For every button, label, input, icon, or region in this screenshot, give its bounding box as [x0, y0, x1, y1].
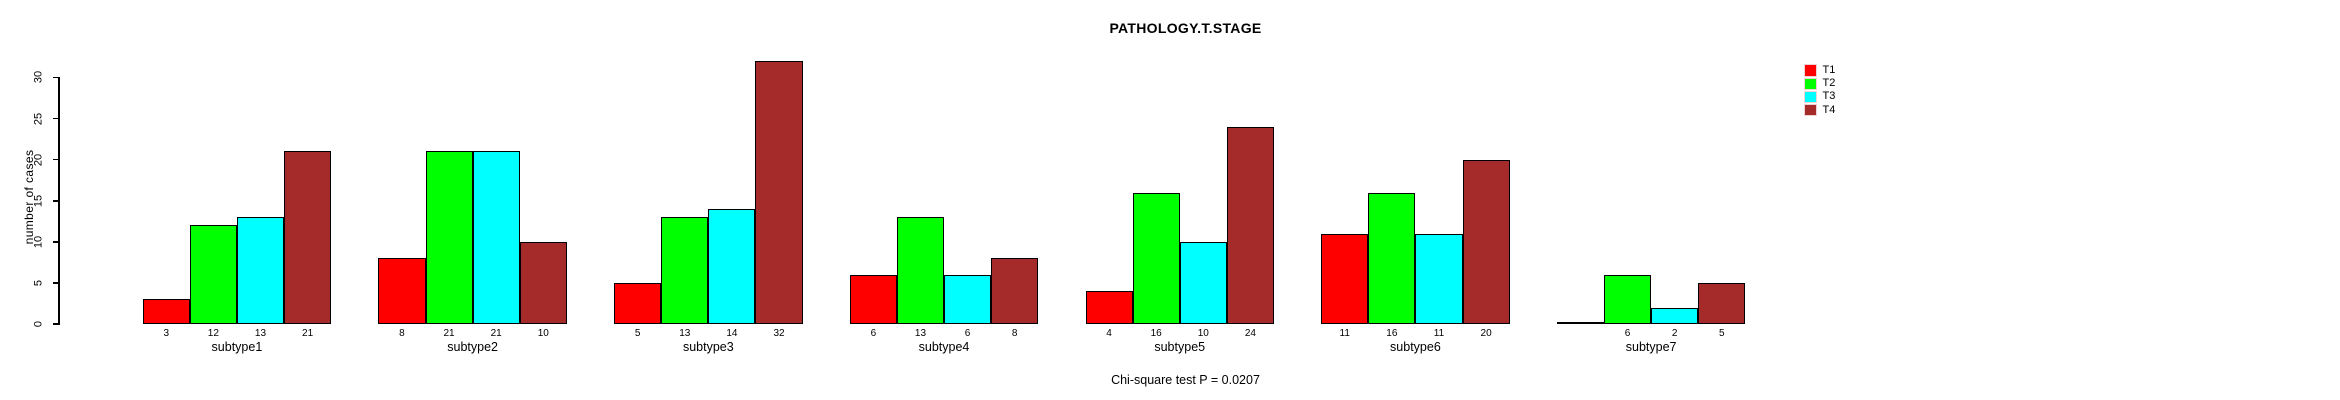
bar-T4-subtype1: [284, 151, 332, 324]
bar-T3-subtype5: [1179, 241, 1227, 324]
bar-value-label: 14: [726, 328, 738, 339]
bar-T2-subtype4: [896, 217, 945, 324]
y-axis-tick-label: 15: [32, 194, 45, 207]
category-label-subtype2: subtype2: [447, 340, 498, 354]
bar-value-label: 16: [1150, 328, 1162, 339]
bar-T2-subtype3: [661, 217, 709, 324]
y-axis-tick: [52, 323, 58, 325]
bar-value-label: 24: [1244, 328, 1256, 339]
y-axis-tick-label: 20: [32, 153, 45, 166]
bar-value-label: 5: [1719, 328, 1725, 339]
legend-item-T2: T2: [1804, 77, 1836, 91]
category-label-subtype1: subtype1: [211, 340, 263, 354]
bar-value-label: 21: [443, 328, 455, 339]
legend-swatch-T3: [1804, 90, 1817, 104]
bar-T2-subtype1: [189, 225, 237, 324]
bar-T3-subtype6: [1415, 233, 1463, 324]
category-label-subtype7: subtype7: [1625, 340, 1677, 354]
bar-T1-subtype4: [849, 274, 897, 324]
legend-label-T3: T3: [1822, 90, 1836, 103]
bar-value-label: 13: [679, 328, 691, 339]
legend-swatch-T1: [1804, 64, 1817, 77]
chart-title: PATHOLOGY.T.STAGE: [1109, 20, 1262, 36]
bar-value-label: 13: [914, 328, 927, 339]
bar-T1-subtype1: [142, 299, 190, 324]
bar-value-label: 8: [1011, 328, 1018, 339]
category-label-subtype6: subtype6: [1390, 340, 1441, 354]
bar-value-label: 8: [399, 328, 405, 339]
bar-value-label: 2: [1671, 328, 1678, 339]
bar-T3-subtype4: [944, 274, 992, 324]
bar-T3-subtype1: [236, 217, 285, 324]
bar-T3-subtype2: [472, 151, 520, 324]
y-axis-tick: [52, 241, 58, 243]
bar-value-label: 6: [870, 328, 877, 339]
bar-T3-subtype7: [1651, 307, 1699, 324]
bar-value-label: 20: [1480, 328, 1492, 339]
bar-value-label: 11: [1339, 328, 1350, 339]
bar-value-label: 6: [1624, 328, 1631, 339]
category-label-subtype3: subtype3: [682, 340, 734, 354]
bar-T1-subtype2: [378, 258, 426, 324]
bar-value-label: 13: [254, 328, 267, 339]
y-axis-tick: [52, 158, 58, 161]
bar-value-label: 3: [163, 328, 170, 339]
stat-test-caption: Chi-square test P = 0.0207: [1111, 373, 1260, 387]
bar-value-label: 5: [634, 328, 641, 339]
bar-value-label: 11: [1433, 328, 1445, 339]
legend-swatch-T2: [1804, 77, 1817, 91]
y-axis-tick-label: 30: [32, 71, 45, 84]
bar-T2-subtype2: [425, 151, 473, 324]
y-axis-tick: [52, 282, 58, 284]
bar-T4-subtype5: [1226, 126, 1274, 324]
bar-T4-subtype3: [755, 61, 803, 324]
legend-item-T4: T4: [1804, 103, 1836, 117]
bar-value-label: 21: [302, 328, 314, 339]
bar-value-label: 32: [773, 328, 785, 339]
bar-T2-subtype7: [1604, 274, 1652, 324]
bar-value-label: 12: [207, 328, 219, 339]
legend-label-T4: T4: [1822, 103, 1836, 116]
legend: T1 T2 T3 T4: [1804, 64, 1835, 117]
y-axis-tick-label: 5: [32, 279, 45, 286]
bar-T1-subtype6: [1321, 233, 1369, 324]
y-axis-tick: [52, 199, 58, 202]
legend-item-T1: T1: [1804, 64, 1835, 77]
bar-value-label: 4: [1106, 328, 1112, 339]
y-axis-line: [58, 76, 60, 325]
bar-T1-subtype5: [1085, 291, 1133, 324]
bar-T4-subtype2: [519, 241, 567, 324]
y-axis-tick-label: 10: [32, 235, 45, 248]
bar-value-label: 6: [964, 328, 971, 339]
category-label-subtype4: subtype4: [918, 340, 970, 354]
bar-T4-subtype7: [1698, 282, 1746, 324]
bar-T2-subtype5: [1132, 192, 1180, 324]
bar-T4-subtype4: [991, 258, 1039, 324]
y-axis-tick-label: 0: [32, 320, 45, 328]
legend-label-T2: T2: [1822, 77, 1836, 90]
y-axis-tick-label: 25: [32, 112, 45, 125]
bar-value-label: 21: [490, 328, 502, 339]
bar-T1-subtype7-zero: [1556, 322, 1605, 324]
y-axis-tick: [52, 117, 58, 120]
bar-T4-subtype6: [1462, 159, 1510, 324]
legend-item-T3: T3: [1804, 90, 1836, 104]
bar-value-label: 10: [537, 328, 549, 339]
bar-value-label: 16: [1386, 328, 1398, 339]
legend-label-T1: T1: [1822, 64, 1836, 77]
bar-value-label: 10: [1197, 328, 1209, 339]
bar-T2-subtype6: [1368, 192, 1416, 324]
bar-T1-subtype3: [614, 282, 662, 324]
category-label-subtype5: subtype5: [1154, 340, 1206, 354]
legend-swatch-T4: [1804, 103, 1817, 117]
bar-T3-subtype3: [708, 208, 756, 324]
y-axis-tick: [52, 76, 58, 79]
